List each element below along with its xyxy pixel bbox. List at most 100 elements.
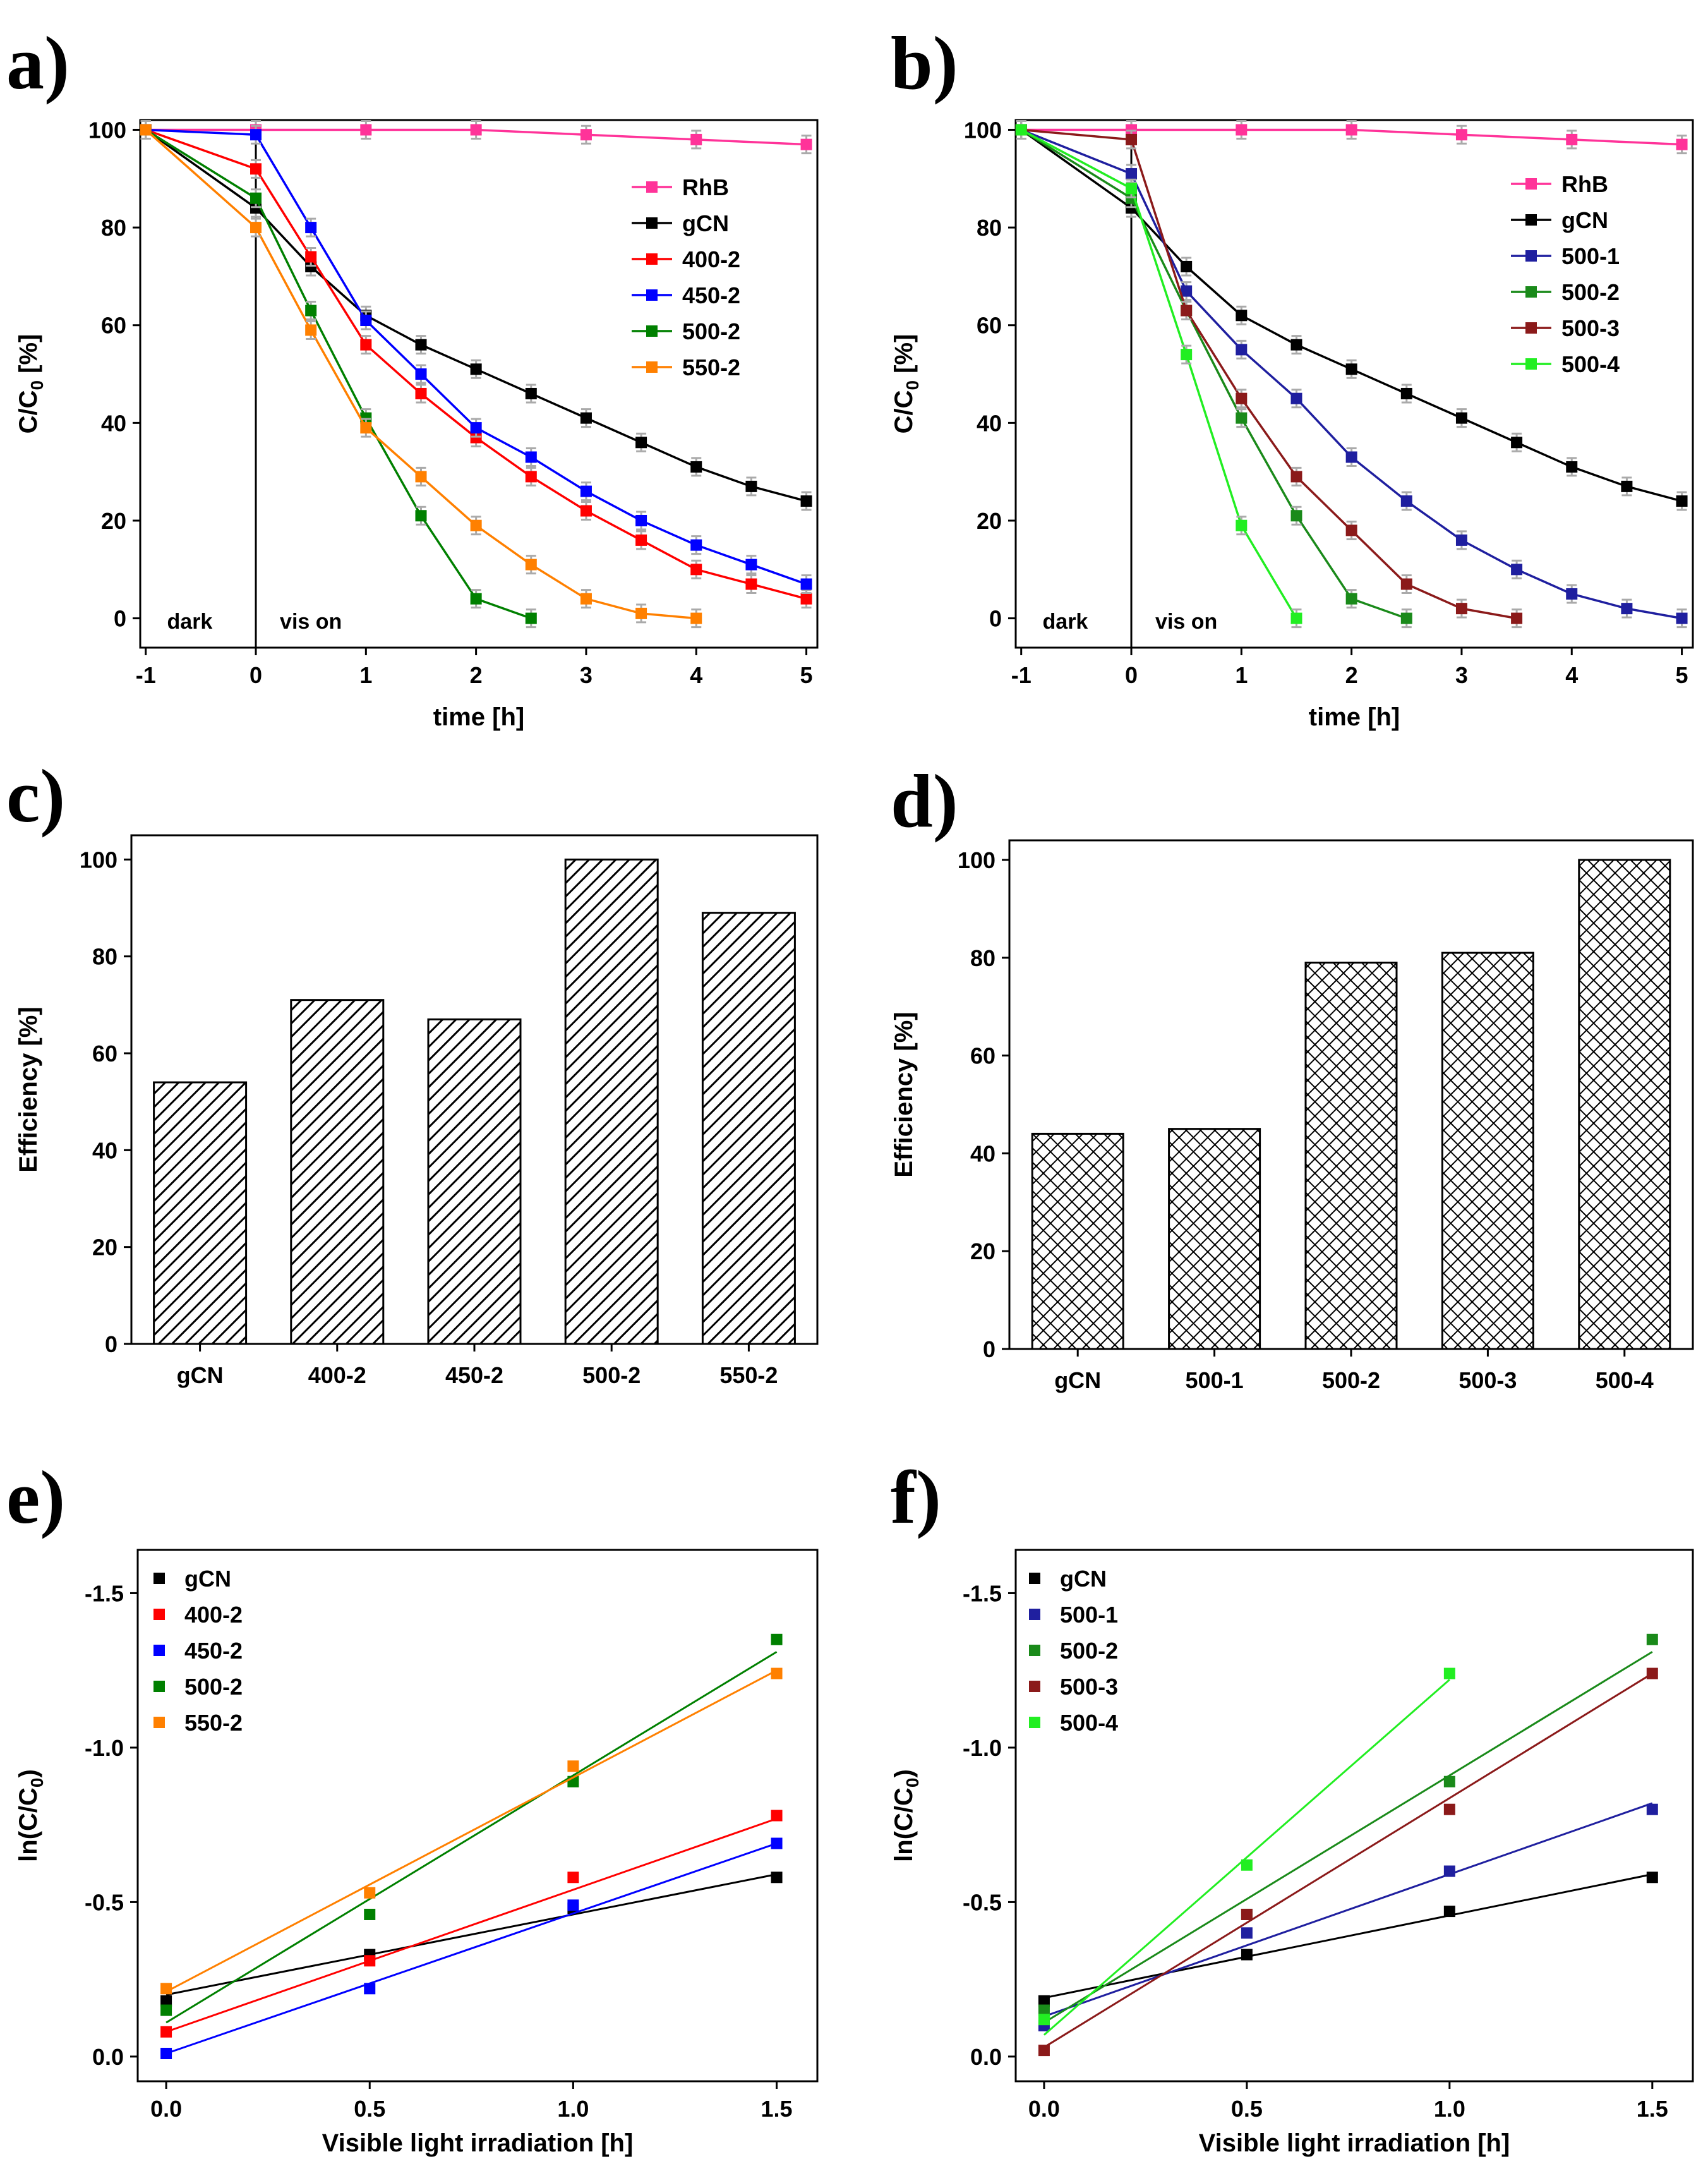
x-tick-label: 0.5: [1231, 2096, 1263, 2122]
x-tick-label: 5: [1676, 662, 1688, 688]
data-point: [745, 559, 757, 571]
x-tick-label: 0.5: [354, 2096, 385, 2122]
annotation-vis-on: vis on: [1155, 610, 1217, 634]
bar-400-2: [290, 999, 385, 1345]
data-point: [250, 192, 262, 204]
chart-f: f) 0.0 -0.5 -1.0 -1.5 0.0 0.5 1.0 1.5 Visible lig…: [890, 1455, 1694, 2157]
x-tick-label: 0: [1125, 662, 1138, 688]
annotation-vis-on: vis on: [280, 610, 342, 634]
data-point: [1236, 124, 1248, 136]
data-point: [360, 124, 372, 136]
legend-label: 500-3: [1561, 315, 1620, 341]
y-tick-label: 100: [80, 847, 117, 873]
legend-label: gCN: [1561, 207, 1608, 233]
data-point: [1511, 437, 1523, 449]
data-point: [140, 124, 152, 136]
data-point: [1181, 285, 1193, 297]
data-point: [1290, 339, 1302, 351]
y-tick-label: -0.5: [85, 1889, 124, 1915]
data-point: [800, 578, 812, 590]
legend-label: 550-2: [184, 1710, 243, 1736]
data-point: [800, 593, 812, 605]
plot-frame: [136, 1549, 819, 2083]
data-point: [415, 471, 427, 483]
data-point: [360, 314, 372, 326]
data-point: [1345, 124, 1357, 136]
data-point: [1241, 1859, 1253, 1871]
legend-marker: [153, 1573, 165, 1584]
data-point: [1676, 138, 1688, 150]
data-point: [1236, 412, 1248, 424]
y-tick-label: 80: [970, 945, 995, 971]
series-line: [145, 129, 697, 620]
data-point: [250, 163, 262, 175]
fit-line: [1043, 1679, 1450, 2036]
annotation-dark: dark: [167, 610, 213, 634]
data-point: [525, 471, 537, 483]
legend-marker: [1029, 1717, 1040, 1728]
bar-gCN: [153, 1081, 248, 1345]
legend-label: 500-4: [1060, 1710, 1118, 1736]
y-tick-label: 20: [101, 508, 126, 534]
data-point: [360, 339, 372, 351]
data-point: [1290, 612, 1302, 624]
category-label: 500-2: [582, 1362, 640, 1388]
legend-marker: [1029, 1573, 1040, 1584]
panel-label: b): [891, 21, 958, 105]
category-label: 500-4: [1596, 1367, 1654, 1393]
y-tick-label: 0: [989, 606, 1002, 632]
data-point: [1241, 1908, 1253, 1920]
series-RhB: [140, 119, 812, 155]
data-point: [1290, 471, 1302, 483]
data-point: [635, 514, 647, 526]
legend-marker: [1525, 178, 1537, 190]
series-550-2: [140, 119, 702, 629]
y-tick-label: 80: [92, 944, 117, 970]
series-500-2: [160, 1633, 783, 2024]
data-point: [1511, 612, 1523, 624]
series-500-4: [1015, 119, 1302, 629]
y-tick-label: 100: [88, 117, 126, 143]
legend-marker: [1525, 250, 1537, 262]
y-tick-label: 0: [105, 1331, 117, 1357]
legend-label: 500-1: [1060, 1602, 1118, 1628]
data-point: [1443, 1775, 1455, 1787]
y-tick-label: 20: [92, 1235, 117, 1261]
legend-label: gCN: [184, 1566, 231, 1592]
data-point: [1646, 1633, 1658, 1645]
data-point: [1443, 1803, 1455, 1815]
data-point: [1400, 578, 1412, 590]
data-point: [580, 485, 592, 497]
legend-label: 500-2: [1060, 1638, 1118, 1664]
data-point: [1236, 519, 1248, 531]
data-point: [567, 1899, 579, 1911]
fit-line: [165, 1651, 778, 2024]
x-tick-label: 3: [1455, 662, 1468, 688]
y-tick-label: 0.0: [970, 2044, 1002, 2070]
fit-line: [1043, 1802, 1653, 2017]
x-tick-label: 1: [359, 662, 372, 688]
y-tick-label: 60: [92, 1041, 117, 1067]
data-point: [305, 222, 317, 234]
data-point: [1646, 1667, 1658, 1679]
data-point: [1236, 392, 1248, 404]
data-point: [1566, 588, 1578, 600]
panel-label: d): [891, 759, 958, 843]
data-point: [525, 387, 537, 399]
data-point: [1566, 461, 1578, 473]
data-point: [1646, 1803, 1658, 1815]
data-point: [305, 305, 317, 317]
data-point: [250, 129, 262, 141]
x-axis-title: time [h]: [1309, 703, 1400, 731]
legend-marker: [646, 253, 658, 265]
data-point: [1443, 1906, 1455, 1918]
y-tick-label: -1.0: [963, 1735, 1002, 1761]
y-axis-title: C/C0 [%]: [890, 334, 922, 434]
legend-marker: [1029, 1609, 1040, 1620]
legend-marker: [646, 181, 658, 193]
legend-label: 500-3: [1060, 1674, 1118, 1700]
x-tick-label: 0: [250, 662, 262, 688]
data-point: [470, 363, 482, 375]
data-point: [1566, 133, 1578, 145]
